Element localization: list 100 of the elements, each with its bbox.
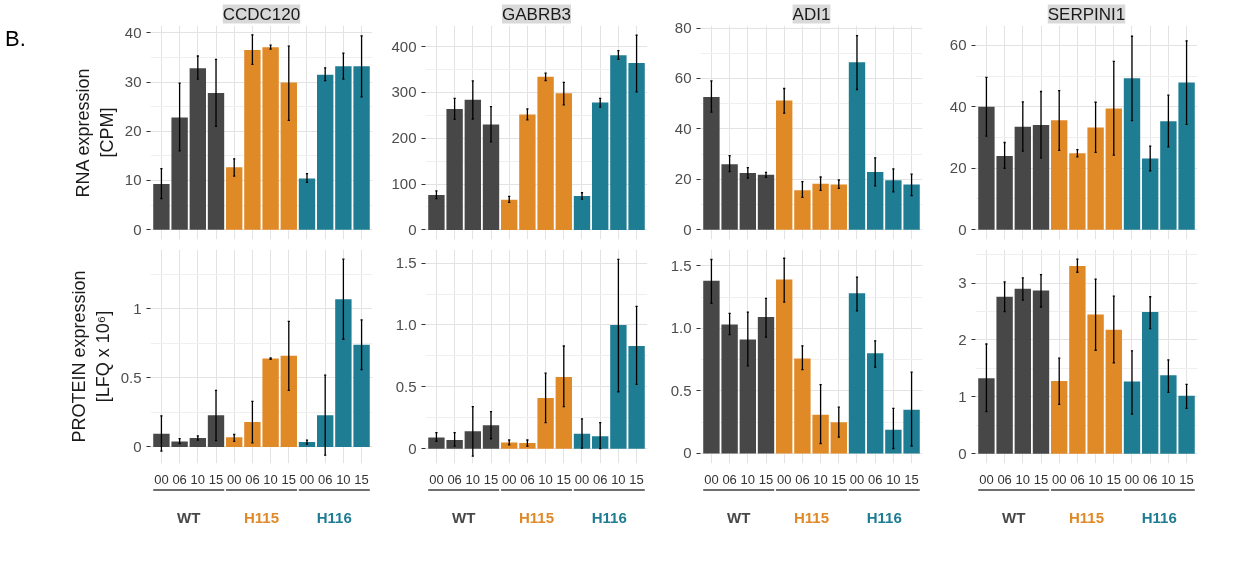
- bar: [1142, 158, 1159, 230]
- bar: [317, 74, 334, 230]
- x-tick-label: 06: [245, 471, 260, 487]
- bar: [739, 172, 756, 230]
- bar: [1105, 108, 1122, 230]
- bar: [1142, 312, 1159, 454]
- x-tick-label: 00: [299, 471, 315, 487]
- bar: [867, 171, 884, 230]
- text: H115: [793, 508, 830, 526]
- bar: [848, 293, 866, 454]
- bar: [757, 317, 775, 454]
- y-tick-label: 400: [391, 37, 417, 55]
- y-tick-label: 30: [124, 73, 142, 91]
- y-axis-title: PROTEIN expression [LFQ x 10⁶]: [68, 270, 113, 443]
- x-tick-label: 06: [795, 471, 810, 487]
- text: H115: [243, 508, 280, 526]
- bar: [592, 436, 609, 449]
- chart-title: ADI1: [792, 4, 831, 24]
- x-tick-label: 10: [263, 471, 278, 487]
- y-tick-label: 0: [408, 220, 417, 238]
- y-tick-label: 1: [133, 299, 142, 317]
- bar: [555, 93, 572, 230]
- bar: [207, 92, 225, 230]
- bar: [830, 184, 847, 230]
- bar: [1032, 124, 1050, 230]
- x-tick-label: 15: [629, 471, 644, 487]
- x-tick-label: 06: [172, 471, 187, 487]
- x-tick-label: 15: [1179, 471, 1194, 487]
- text: B.: [5, 25, 26, 53]
- bar: [189, 437, 206, 447]
- bar: [482, 124, 500, 230]
- x-tick-label: 00: [1051, 471, 1067, 487]
- x-tick-label: 10: [465, 471, 481, 487]
- bar: [573, 195, 591, 230]
- x-tick-label: 06: [317, 471, 333, 487]
- y-tick-label: 0: [133, 220, 142, 238]
- x-tick-label: 10: [611, 471, 626, 487]
- y-tick-label: 0: [683, 444, 692, 462]
- y-tick-label: 60: [949, 36, 967, 54]
- x-tick-label: 15: [208, 471, 224, 487]
- bar: [298, 178, 316, 230]
- bar: [1051, 380, 1068, 454]
- text: H115: [518, 508, 555, 526]
- y-tick-label: 200: [391, 129, 417, 147]
- y-tick-label: 0.5: [670, 381, 692, 399]
- y-tick-label: 60: [674, 69, 692, 87]
- y-tick-label: 40: [124, 23, 142, 41]
- bar: [776, 100, 793, 230]
- x-tick-label: 06: [722, 471, 737, 487]
- bar: [848, 62, 866, 230]
- x-tick-label: 15: [354, 471, 369, 487]
- x-tick-label: 15: [281, 471, 297, 487]
- text: WT: [727, 508, 751, 526]
- x-tick-label: 10: [1161, 471, 1176, 487]
- x-tick-label: 00: [1124, 471, 1140, 487]
- y-tick-label: 1.0: [670, 319, 692, 337]
- bar: [1051, 120, 1068, 230]
- x-tick-label: 15: [831, 471, 847, 487]
- y-tick-label: 0: [958, 444, 967, 462]
- x-tick-label: 06: [867, 471, 883, 487]
- y-tick-label: 1: [958, 387, 967, 405]
- bar: [739, 339, 756, 454]
- x-tick-label: 00: [429, 471, 444, 487]
- y-tick-label: 300: [391, 83, 417, 101]
- bar: [555, 376, 572, 449]
- bar: [1123, 78, 1141, 230]
- text: H116: [591, 508, 627, 526]
- x-tick-label: 00: [574, 471, 590, 487]
- x-tick-label: 00: [704, 471, 719, 487]
- bar: [1032, 290, 1050, 454]
- bar: [280, 355, 297, 447]
- x-tick-label: 10: [190, 471, 206, 487]
- x-tick-label: 15: [758, 471, 774, 487]
- y-tick-label: 80: [674, 19, 692, 37]
- y-axis-title: RNA expression [CPM]: [72, 68, 117, 198]
- x-tick-label: 06: [447, 471, 462, 487]
- x-tick-label: 10: [886, 471, 901, 487]
- bar: [464, 99, 481, 230]
- chart-title: CCDC120: [222, 4, 301, 24]
- x-tick-label: 10: [813, 471, 828, 487]
- x-tick-label: 06: [1142, 471, 1158, 487]
- y-tick-label: 0: [408, 439, 417, 457]
- y-tick-label: 20: [949, 159, 967, 177]
- x-tick-label: 00: [849, 471, 865, 487]
- bar: [226, 167, 243, 230]
- y-tick-label: 0: [683, 220, 692, 238]
- y-tick-label: 0: [958, 220, 967, 238]
- text: H116: [866, 508, 902, 526]
- y-tick-label: 20: [124, 122, 142, 140]
- x-tick-label: 10: [538, 471, 553, 487]
- chart-title: SERPINI1: [1047, 4, 1126, 24]
- text: H115: [1068, 508, 1105, 526]
- y-tick-label: 40: [674, 119, 692, 137]
- bar: [280, 82, 297, 230]
- y-tick-label: 1.5: [670, 256, 692, 274]
- bar: [317, 415, 334, 447]
- y-tick-label: 0.5: [395, 377, 417, 395]
- bar: [189, 68, 206, 230]
- bar: [1123, 381, 1141, 454]
- x-tick-label: 00: [501, 471, 517, 487]
